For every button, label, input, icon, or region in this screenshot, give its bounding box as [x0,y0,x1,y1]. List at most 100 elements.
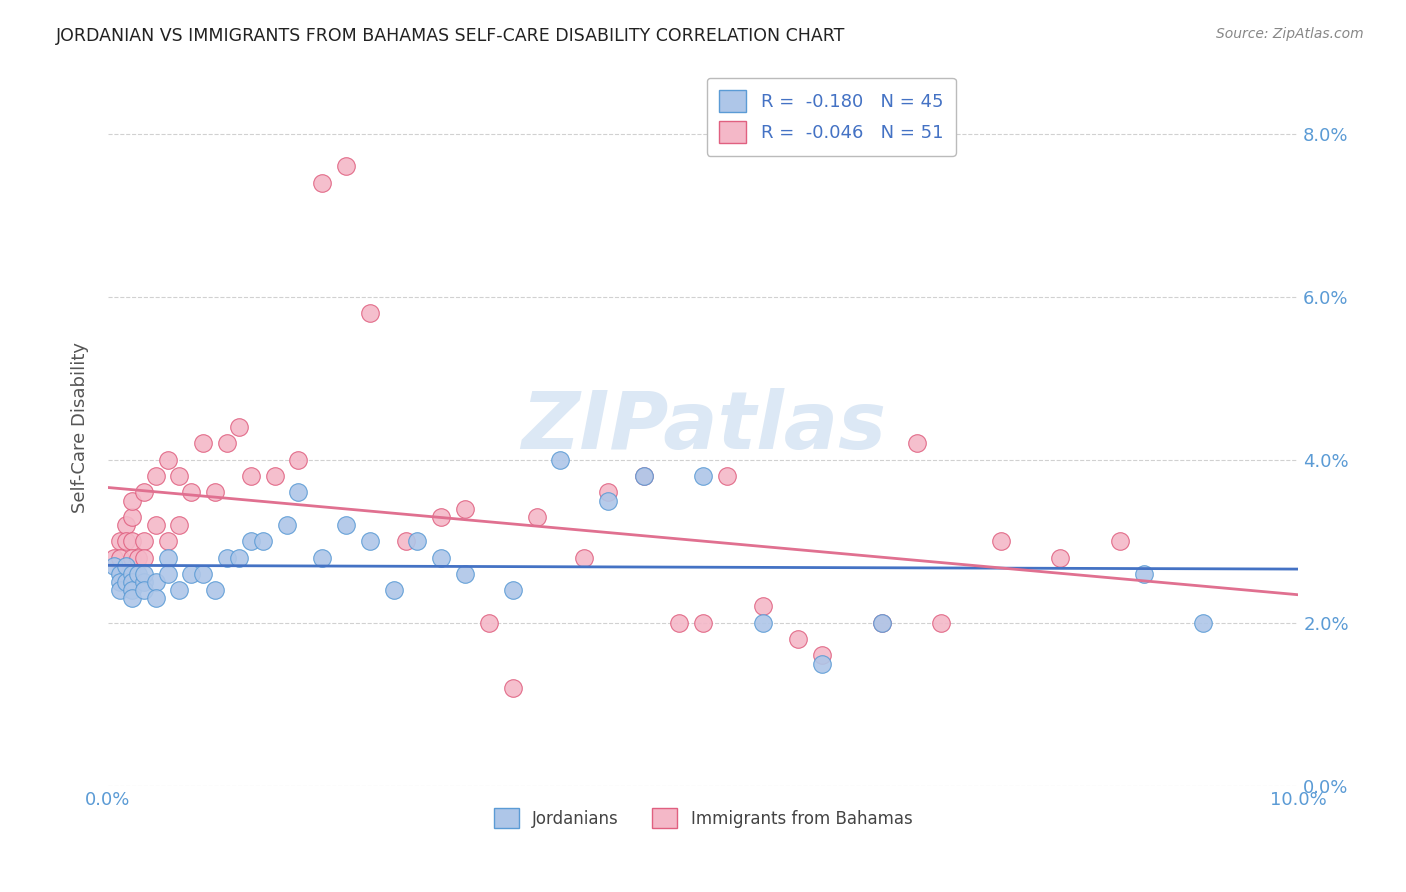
Point [121,583,143,598]
Point [811,657,834,671]
Point [454,566,477,581]
Point [311,550,333,565]
Legend: Jordanians, Immigrants from Bahamas: Jordanians, Immigrants from Bahamas [488,801,920,835]
Point [156,550,179,565]
Y-axis label: Self-Care Disability: Self-Care Disability [72,342,89,513]
Point [121,493,143,508]
Point [526,509,548,524]
Point [870,615,893,630]
Point [121,534,143,549]
Point [132,583,155,598]
Point [239,469,262,483]
Point [1108,534,1130,549]
Point [276,518,298,533]
Point [193,566,215,581]
Point [430,509,453,524]
Point [115,574,138,589]
Point [103,550,125,565]
Point [169,518,191,533]
Point [121,566,143,581]
Text: JORDANIAN VS IMMIGRANTS FROM BAHAMAS SELF-CARE DISABILITY CORRELATION CHART: JORDANIAN VS IMMIGRANTS FROM BAHAMAS SEL… [56,27,845,45]
Point [751,599,773,614]
Point [359,534,381,549]
Point [145,591,167,606]
Point [252,534,274,549]
Point [156,534,179,549]
Point [103,558,125,573]
Text: ZIPatlas: ZIPatlas [520,388,886,467]
Point [335,518,357,533]
Point [156,452,179,467]
Point [108,574,131,589]
Point [108,534,131,549]
Point [115,518,138,533]
Point [787,632,810,646]
Point [115,534,138,549]
Point [263,469,285,483]
Point [430,550,453,565]
Point [870,615,893,630]
Point [550,452,572,467]
Point [502,681,524,695]
Point [572,550,595,565]
Point [204,583,226,598]
Point [132,485,155,500]
Point [215,436,238,450]
Point [108,566,131,581]
Point [929,615,952,630]
Point [193,436,215,450]
Point [668,615,690,630]
Point [145,518,167,533]
Point [454,501,477,516]
Point [121,591,143,606]
Point [633,469,655,483]
Point [145,574,167,589]
Point [359,306,381,320]
Point [239,534,262,549]
Point [692,615,714,630]
Point [169,583,191,598]
Point [990,534,1012,549]
Point [596,485,619,500]
Point [156,566,179,581]
Point [382,583,405,598]
Point [204,485,226,500]
Point [1049,550,1071,565]
Point [132,566,155,581]
Point [335,159,357,173]
Point [406,534,429,549]
Point [811,648,834,663]
Point [394,534,416,549]
Point [121,550,143,565]
Point [287,452,309,467]
Point [180,566,202,581]
Point [1192,615,1215,630]
Point [692,469,714,483]
Point [132,534,155,549]
Point [132,550,155,565]
Point [228,420,250,434]
Point [169,469,191,483]
Point [502,583,524,598]
Point [716,469,738,483]
Point [478,615,501,630]
Point [311,176,333,190]
Point [1132,566,1154,581]
Point [127,550,149,565]
Point [633,469,655,483]
Point [180,485,202,500]
Point [108,583,131,598]
Point [132,574,155,589]
Point [228,550,250,565]
Point [108,550,131,565]
Point [287,485,309,500]
Point [907,436,929,450]
Point [751,615,773,630]
Point [121,509,143,524]
Point [121,574,143,589]
Text: Source: ZipAtlas.com: Source: ZipAtlas.com [1216,27,1364,41]
Point [596,493,619,508]
Point [145,469,167,483]
Point [215,550,238,565]
Point [127,566,149,581]
